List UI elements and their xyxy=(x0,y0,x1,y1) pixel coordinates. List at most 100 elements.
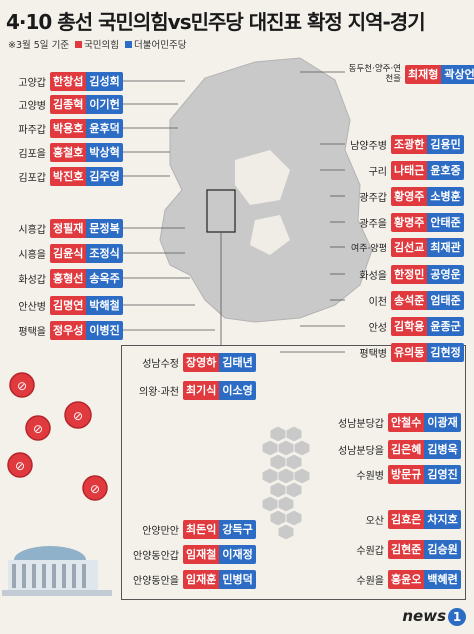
matchup-row: 시흥갑 정필재 문정복 xyxy=(4,219,123,238)
district-label: 화성을 xyxy=(359,271,387,282)
dem-candidate: 송옥주 xyxy=(86,269,123,288)
dem-candidate: 김주영 xyxy=(86,167,123,186)
district-label: 수원병 xyxy=(356,471,384,482)
matchup-row: 김포갑 박진호 김주영 xyxy=(4,167,123,186)
matchup-row: 고양갑 한창섭 김성회 xyxy=(4,72,123,91)
dem-candidate: 김태년 xyxy=(219,353,256,372)
dem-candidate: 민병덕 xyxy=(219,570,256,589)
ppp-candidate: 유의동 xyxy=(391,343,428,362)
district-label: 안양동안을 xyxy=(133,576,179,587)
matchup-row: 성남분당갑 안철수 이광재 xyxy=(330,413,461,432)
date-note: ※3월 5일 기준 xyxy=(8,40,70,51)
dem-candidate: 김성회 xyxy=(86,72,123,91)
district-label: 오산 xyxy=(365,516,384,527)
matchup-row: 남양주병 조광한 김용민 xyxy=(345,135,464,154)
district-label: 성남수정 xyxy=(142,359,179,370)
matchup-row: 구리 나태근 윤호중 xyxy=(345,161,464,180)
district-label: 여주·양평 xyxy=(351,244,387,254)
dem-candidate: 박상혁 xyxy=(86,143,123,162)
ppp-candidate: 김종혁 xyxy=(50,95,87,114)
district-label: 의왕·과천 xyxy=(139,387,179,398)
dem-candidate: 이병진 xyxy=(86,321,123,340)
dem-candidate: 강득구 xyxy=(219,520,256,539)
matchup-row: 수원병 방문규 김영진 xyxy=(330,465,461,484)
matchup-row: 화성을 한정민 공영운 xyxy=(345,265,464,284)
matchup-row: 여주·양평 김선교 최재관 xyxy=(345,238,464,257)
svg-text:⊘: ⊘ xyxy=(17,379,27,393)
ppp-candidate: 박진호 xyxy=(50,167,87,186)
matchup-row: 의왕·과천 최기식 이소영 xyxy=(125,381,256,400)
matchup-row: 수원갑 김현준 김승원 xyxy=(330,540,461,559)
district-label: 수원을 xyxy=(356,576,384,587)
matchup-row: 광주갑 황영주 소병훈 xyxy=(345,187,464,206)
ppp-candidate: 박용호 xyxy=(50,119,87,138)
matchup-row: 파주갑 박용호 윤후덕 xyxy=(4,119,123,138)
dem-candidate: 김승원 xyxy=(424,540,461,559)
svg-text:⊘: ⊘ xyxy=(73,409,83,423)
matchup-row: 화성갑 홍형선 송옥주 xyxy=(4,269,123,288)
ppp-candidate: 최기식 xyxy=(183,381,220,400)
legend: ※3월 5일 기준 국민의힘 더불어민주당 xyxy=(8,37,186,51)
dem-candidate: 이재정 xyxy=(219,545,256,564)
ppp-candidate: 방문규 xyxy=(388,465,425,484)
district-label: 파주갑 xyxy=(18,125,46,136)
dem-candidate: 백혜련 xyxy=(424,570,461,589)
matchup-row: 성남분당을 김은혜 김병욱 xyxy=(330,440,461,459)
dem-candidate: 이소영 xyxy=(219,381,256,400)
news1-logo: news 1 xyxy=(402,607,466,626)
ppp-candidate: 김현준 xyxy=(388,540,425,559)
dem-candidate: 윤종군 xyxy=(427,317,464,336)
ppp-candidate: 홍형선 xyxy=(50,269,87,288)
dem-candidate: 문정복 xyxy=(86,219,123,238)
legend-swatch-red xyxy=(75,41,83,48)
matchup-row: 동두천·양주·연천을 최재형 곽상언 xyxy=(345,62,474,86)
matchup-row: 안성 김학용 윤종군 xyxy=(345,317,464,336)
matchup-row: 이천 송석준 엄태준 xyxy=(345,291,464,310)
ppp-candidate: 최돈익 xyxy=(183,520,220,539)
ppp-candidate: 임재철 xyxy=(183,545,220,564)
svg-text:⊘: ⊘ xyxy=(33,422,43,436)
district-label: 안양만안 xyxy=(142,526,179,537)
matchup-row: 평택병 유의동 김현정 xyxy=(345,343,464,362)
district-label: 성남분당갑 xyxy=(338,419,384,430)
dem-candidate: 박해철 xyxy=(86,296,123,315)
ppp-candidate: 최재형 xyxy=(405,64,442,84)
matchup-row: 평택을 정우성 이병진 xyxy=(4,321,123,340)
ppp-candidate: 장영하 xyxy=(183,353,220,372)
dem-candidate: 윤후덕 xyxy=(86,119,123,138)
district-label: 시흥을 xyxy=(18,250,46,261)
district-label: 남양주병 xyxy=(350,141,387,152)
dem-candidate: 김현정 xyxy=(427,343,464,362)
dem-candidate: 차지호 xyxy=(424,510,461,529)
district-label: 고양병 xyxy=(18,101,46,112)
matchup-row: 시흥을 김윤식 조정식 xyxy=(4,244,123,263)
dem-candidate: 김용민 xyxy=(427,135,464,154)
district-label: 고양갑 xyxy=(18,78,46,89)
matchup-row: 안양만안 최돈익 강득구 xyxy=(125,520,256,539)
district-label: 광주을 xyxy=(359,219,387,230)
dem-candidate: 소병훈 xyxy=(427,187,464,206)
dem-candidate: 안태준 xyxy=(427,213,464,232)
svg-text:⊘: ⊘ xyxy=(90,482,100,496)
ppp-candidate: 조광한 xyxy=(391,135,428,154)
dem-candidate: 윤호중 xyxy=(427,161,464,180)
ppp-candidate: 임재훈 xyxy=(183,570,220,589)
ppp-candidate: 황명주 xyxy=(391,213,428,232)
matchup-row: 오산 김효은 차지호 xyxy=(330,510,461,529)
matchup-row: 김포을 홍철호 박상혁 xyxy=(4,143,123,162)
dem-candidate: 곽상언 xyxy=(441,64,474,84)
district-label: 안산병 xyxy=(18,302,46,313)
ppp-candidate: 김효은 xyxy=(388,510,425,529)
district-label: 이천 xyxy=(368,297,387,308)
district-label: 김포을 xyxy=(18,149,46,160)
ppp-candidate: 송석준 xyxy=(391,291,428,310)
svg-text:⊘: ⊘ xyxy=(15,459,25,473)
matchup-row: 안산병 김명연 박해철 xyxy=(4,296,123,315)
ppp-candidate: 김은혜 xyxy=(388,440,425,459)
ppp-candidate: 정필재 xyxy=(50,219,87,238)
dem-candidate: 이광재 xyxy=(424,413,461,432)
district-label: 시흥갑 xyxy=(18,225,46,236)
matchup-row: 안양동안을 임재훈 민병덕 xyxy=(125,570,256,589)
ppp-candidate: 김명연 xyxy=(50,296,87,315)
district-label: 평택을 xyxy=(18,327,46,338)
